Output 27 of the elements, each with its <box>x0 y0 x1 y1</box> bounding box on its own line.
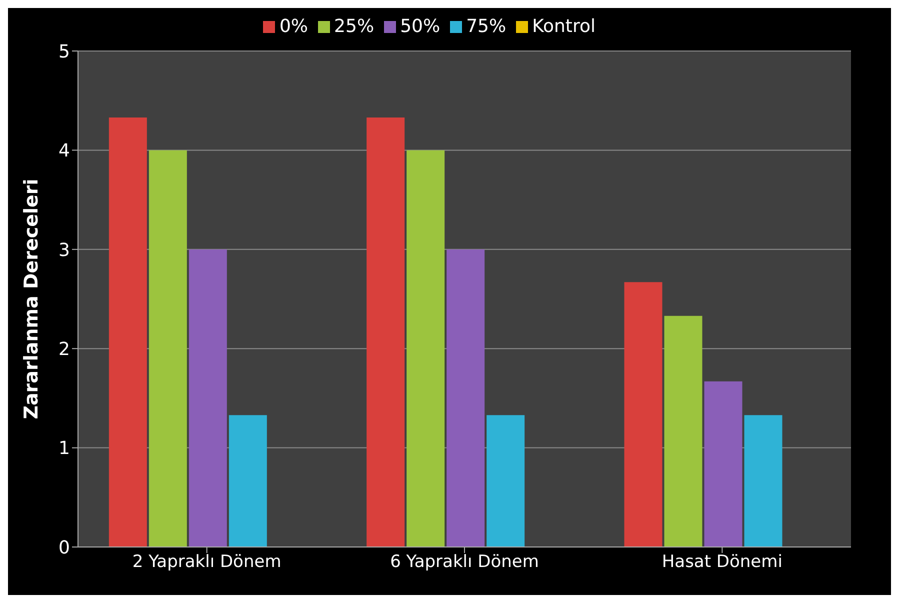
y-tick-label: 2 <box>58 338 70 360</box>
y-tick-label: 3 <box>58 240 70 261</box>
bar <box>366 117 405 547</box>
x-tick-label: Hasat Dönemi <box>662 552 782 572</box>
y-axis-title: Zararlanma Dereceleri <box>20 178 43 420</box>
bar <box>188 249 227 547</box>
x-tick-label: 6 Yapraklı Dönem <box>390 552 539 572</box>
bar <box>744 415 782 547</box>
bar <box>704 381 742 547</box>
bar <box>228 415 267 547</box>
bar <box>624 282 662 547</box>
bar <box>664 316 702 547</box>
legend-label: Kontrol <box>532 16 596 37</box>
bar <box>446 249 485 547</box>
legend-label: 0% <box>279 16 308 37</box>
legend-label: 25% <box>334 16 374 37</box>
bar <box>108 117 147 547</box>
y-tick-label: 5 <box>58 41 70 62</box>
y-tick-label: 4 <box>58 140 70 162</box>
x-tick-label: 2 Yapraklı Dönem <box>132 552 282 572</box>
bar <box>148 150 187 547</box>
legend-label: 50% <box>400 16 440 37</box>
legend-label: 75% <box>466 16 506 37</box>
y-tick-label: 1 <box>58 438 70 460</box>
y-tick-label: 0 <box>58 537 70 558</box>
bar <box>406 150 445 547</box>
bar <box>486 415 525 547</box>
